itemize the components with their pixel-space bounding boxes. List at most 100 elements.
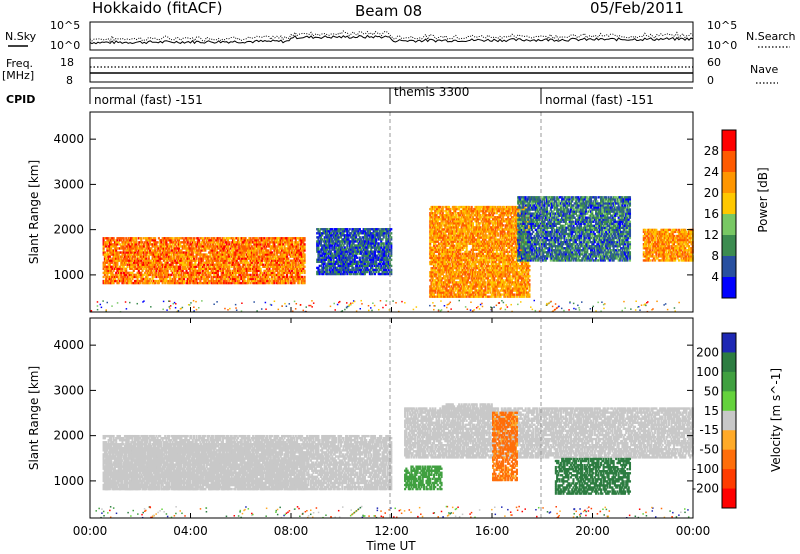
power-cell bbox=[133, 241, 137, 244]
power-cell bbox=[244, 279, 247, 283]
power-cell bbox=[257, 245, 260, 248]
power-cell bbox=[176, 257, 179, 260]
power-cell bbox=[187, 275, 191, 279]
power-cell bbox=[127, 273, 130, 277]
power-cell bbox=[174, 241, 177, 244]
power-cell bbox=[450, 234, 453, 237]
power-cell bbox=[221, 239, 225, 242]
power-cell bbox=[339, 236, 343, 239]
power-cell bbox=[211, 239, 214, 242]
power-cell bbox=[260, 279, 263, 283]
power-cell bbox=[242, 245, 245, 248]
power-cell bbox=[269, 255, 272, 258]
power-cell bbox=[141, 277, 144, 281]
power-cell bbox=[233, 263, 236, 266]
power-cell bbox=[176, 281, 179, 285]
power-cell bbox=[245, 245, 248, 248]
power-cell bbox=[326, 232, 329, 235]
power-cell bbox=[199, 281, 202, 285]
power-cell bbox=[437, 244, 441, 247]
power-cell bbox=[108, 243, 111, 246]
power-cell bbox=[287, 267, 290, 270]
power-cell bbox=[184, 255, 187, 258]
power-cell bbox=[451, 269, 454, 272]
power-cell bbox=[208, 241, 211, 244]
power-cell bbox=[240, 253, 243, 256]
power-cell bbox=[146, 269, 149, 273]
power-cell bbox=[167, 281, 170, 285]
power-cell bbox=[219, 269, 222, 273]
power-cell bbox=[199, 255, 202, 258]
power-cell bbox=[169, 259, 172, 262]
power-cell bbox=[118, 271, 121, 275]
power-cell bbox=[229, 271, 232, 275]
power-cell bbox=[255, 275, 258, 279]
power-cell bbox=[162, 241, 165, 244]
power-cell bbox=[247, 267, 250, 270]
power-cell bbox=[201, 267, 204, 270]
power-cell bbox=[125, 239, 128, 242]
power-cell bbox=[135, 281, 138, 285]
power-cell bbox=[120, 257, 123, 260]
power-cell bbox=[191, 273, 194, 277]
power-cell bbox=[429, 214, 432, 217]
power-cell bbox=[147, 273, 150, 277]
power-cell bbox=[107, 253, 110, 256]
power-cell bbox=[269, 279, 272, 283]
power-cell bbox=[260, 257, 263, 260]
power-cell bbox=[253, 249, 256, 252]
power-cell bbox=[147, 265, 150, 268]
power-cell bbox=[297, 261, 300, 264]
power-cell bbox=[234, 267, 237, 270]
power-cell bbox=[233, 247, 236, 250]
power-cell bbox=[146, 243, 149, 246]
power-cell bbox=[167, 255, 170, 258]
power-cell bbox=[201, 259, 204, 262]
power-cell bbox=[199, 267, 202, 270]
power-cell bbox=[259, 263, 262, 266]
power-cell bbox=[210, 281, 213, 285]
power-cell bbox=[127, 245, 130, 248]
power-cell bbox=[224, 263, 227, 266]
power-cell bbox=[161, 249, 164, 252]
power-cell bbox=[196, 281, 199, 285]
power-cell bbox=[110, 265, 113, 268]
power-cell bbox=[215, 245, 218, 248]
power-cell bbox=[253, 279, 256, 283]
power-cell bbox=[205, 241, 208, 244]
power-cell bbox=[205, 263, 208, 266]
power-cell bbox=[144, 263, 147, 266]
cpid-segment-1: normal (fast) -151 bbox=[94, 93, 203, 107]
power-cell bbox=[125, 271, 128, 275]
power-cell bbox=[182, 281, 186, 285]
power-cell bbox=[254, 271, 257, 275]
power-cell bbox=[171, 241, 174, 244]
power-cell bbox=[132, 265, 135, 268]
power-cell bbox=[145, 281, 148, 285]
power-cell bbox=[445, 234, 448, 237]
power-cell bbox=[157, 271, 160, 275]
power-cell bbox=[115, 241, 118, 244]
power-cell bbox=[162, 277, 165, 281]
power-cell bbox=[189, 273, 192, 277]
power-cell bbox=[233, 265, 236, 268]
power-cell bbox=[181, 263, 184, 266]
power-cell bbox=[382, 248, 385, 251]
power-cell bbox=[437, 216, 441, 219]
power-cell bbox=[360, 238, 363, 241]
power-cell bbox=[441, 289, 444, 292]
noise-sky-trace bbox=[89, 34, 694, 45]
power-cell bbox=[102, 279, 105, 283]
power-cell bbox=[166, 259, 169, 262]
power-cell bbox=[233, 271, 236, 275]
power-cell bbox=[226, 237, 230, 240]
power-cell bbox=[122, 275, 125, 279]
power-cell bbox=[245, 243, 248, 246]
power-cell bbox=[280, 263, 284, 266]
power-cell bbox=[195, 243, 198, 246]
power-cell bbox=[193, 249, 196, 252]
power-cell bbox=[248, 247, 251, 250]
power-cell bbox=[164, 265, 167, 268]
power-cell bbox=[130, 247, 133, 250]
power-cell bbox=[185, 263, 188, 266]
